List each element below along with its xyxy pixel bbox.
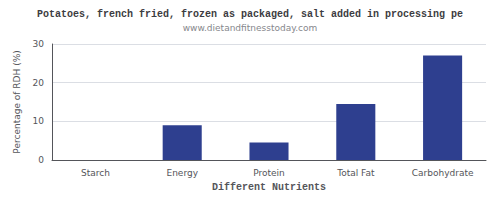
svg-text:30: 30	[33, 39, 45, 49]
svg-text:10: 10	[33, 116, 45, 126]
svg-text:Carbohydrate: Carbohydrate	[412, 168, 474, 178]
svg-text:Different Nutrients: Different Nutrients	[212, 182, 326, 193]
svg-text:Energy: Energy	[166, 168, 198, 178]
svg-text:Protein: Protein	[253, 168, 285, 178]
svg-text:www.dietandfitnesstoday.com: www.dietandfitnesstoday.com	[183, 23, 318, 33]
svg-text:20: 20	[33, 78, 45, 88]
svg-text:Total Fat: Total Fat	[336, 168, 375, 178]
svg-text:Starch: Starch	[81, 168, 110, 178]
svg-text:0: 0	[38, 155, 44, 165]
svg-text:Percentage of RDH (%): Percentage of RDH (%)	[12, 50, 22, 153]
svg-text:Potatoes, french fried, frozen: Potatoes, french fried, frozen as packag…	[37, 9, 463, 20]
